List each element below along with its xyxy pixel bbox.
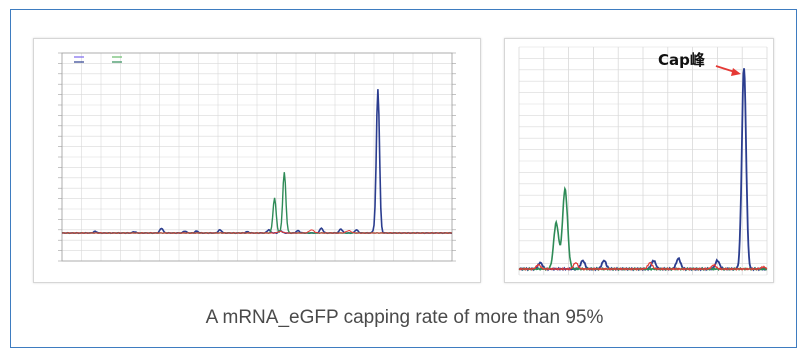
full-chromatogram-chart xyxy=(58,52,456,262)
legend xyxy=(74,56,122,63)
full-chromatogram-panel xyxy=(33,38,481,283)
cap-peak-arrow-head xyxy=(730,68,741,76)
zoomed-chromatogram-panel: Cap峰 xyxy=(504,38,774,283)
figure-frame: Cap峰 A mRNA_eGFP capping rate of more th… xyxy=(10,9,797,348)
series-line-2 xyxy=(62,229,452,234)
series-line-2 xyxy=(518,261,768,271)
cap-peak-label: Cap峰 xyxy=(658,51,706,69)
zoomed-chromatogram-chart: Cap峰 xyxy=(518,46,768,276)
plot-area xyxy=(518,46,768,276)
figure-caption: A mRNA_eGFP capping rate of more than 95… xyxy=(205,307,604,328)
plot-area xyxy=(58,52,456,262)
